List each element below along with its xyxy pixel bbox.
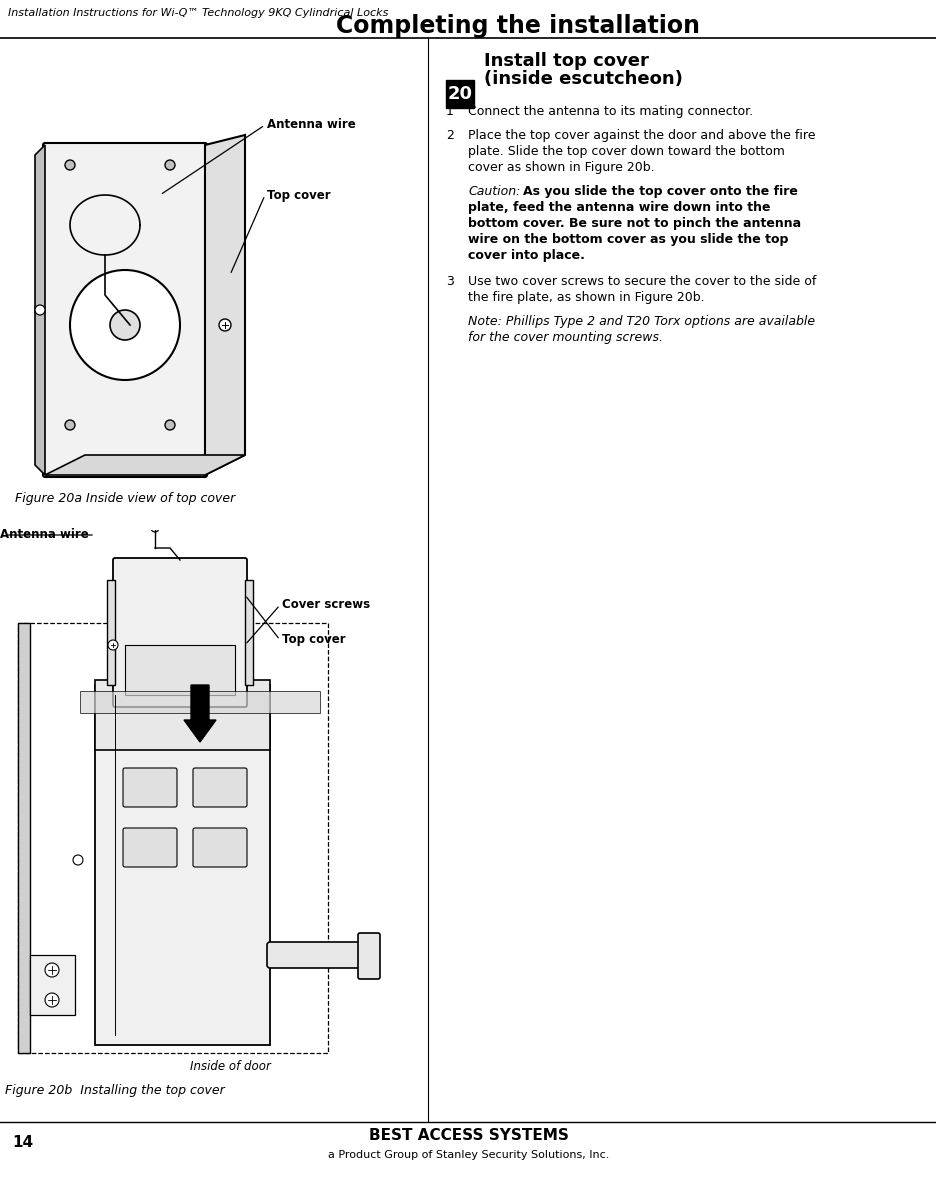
Text: Note: Phillips Type 2 and T20 Torx options are available: Note: Phillips Type 2 and T20 Torx optio… [467, 314, 814, 328]
Circle shape [73, 855, 83, 865]
Text: Figure 20a Inside view of top cover: Figure 20a Inside view of top cover [15, 492, 235, 505]
Text: Top cover: Top cover [282, 634, 345, 647]
FancyArrow shape [183, 685, 216, 742]
FancyBboxPatch shape [123, 768, 177, 807]
Text: Completing the installation: Completing the installation [336, 14, 700, 38]
FancyBboxPatch shape [123, 828, 177, 867]
Text: cover into place.: cover into place. [467, 249, 584, 262]
Text: Antenna wire: Antenna wire [267, 118, 356, 131]
Text: Install top cover: Install top cover [484, 52, 649, 70]
Text: 2: 2 [446, 129, 453, 142]
Circle shape [35, 305, 45, 314]
Bar [107, 580, 115, 685]
Bar [244, 580, 253, 685]
Text: plate. Slide the top cover down toward the bottom: plate. Slide the top cover down toward t… [467, 145, 784, 158]
Polygon shape [45, 455, 244, 475]
Text: wire on the bottom cover as you slide the top: wire on the bottom cover as you slide th… [467, 233, 787, 247]
Text: for the cover mounting screws.: for the cover mounting screws. [467, 331, 663, 344]
Bar [30, 955, 75, 1015]
Text: 3: 3 [446, 275, 453, 288]
Circle shape [165, 420, 175, 430]
Text: Inside of door: Inside of door [189, 1060, 271, 1073]
FancyBboxPatch shape [193, 768, 247, 807]
Text: plate, feed the antenna wire down into the: plate, feed the antenna wire down into t… [467, 201, 769, 214]
Text: Cover screws: Cover screws [282, 599, 370, 611]
Text: the fire plate, as shown in Figure 20b.: the fire plate, as shown in Figure 20b. [467, 291, 704, 304]
FancyBboxPatch shape [193, 828, 247, 867]
Text: 20: 20 [447, 85, 472, 102]
Circle shape [45, 993, 59, 1008]
FancyBboxPatch shape [43, 143, 207, 478]
Text: Antenna wire: Antenna wire [0, 529, 89, 542]
Circle shape [165, 160, 175, 170]
FancyBboxPatch shape [358, 933, 380, 979]
FancyBboxPatch shape [267, 942, 373, 968]
Text: Installation Instructions for Wi-Q™ Technology 9KQ Cylindrical Locks: Installation Instructions for Wi-Q™ Tech… [8, 8, 388, 18]
Text: BEST ACCESS SYSTEMS: BEST ACCESS SYSTEMS [368, 1128, 568, 1143]
Circle shape [70, 270, 180, 380]
Text: 14: 14 [12, 1135, 33, 1151]
Text: Use two cover screws to secure the cover to the side of: Use two cover screws to secure the cover… [467, 275, 815, 288]
Text: a Product Group of Stanley Security Solutions, Inc.: a Product Group of Stanley Security Solu… [328, 1151, 608, 1160]
Bar [95, 685, 270, 1045]
Bar [95, 680, 270, 750]
Text: Caution:: Caution: [467, 185, 519, 198]
Circle shape [129, 323, 137, 331]
Bar [80, 691, 320, 713]
Circle shape [108, 640, 118, 650]
Text: 1: 1 [446, 105, 453, 118]
Text: Top cover: Top cover [267, 188, 330, 201]
Circle shape [110, 310, 139, 339]
Bar [124, 646, 235, 696]
Circle shape [151, 524, 159, 532]
Bar [18, 623, 328, 1053]
Text: cover as shown in Figure 20b.: cover as shown in Figure 20b. [467, 161, 654, 174]
Text: (inside escutcheon): (inside escutcheon) [484, 70, 682, 88]
Text: As you slide the top cover onto the fire: As you slide the top cover onto the fire [522, 185, 797, 198]
Bar [18, 623, 30, 1053]
Circle shape [65, 420, 75, 430]
Bar [446, 80, 474, 108]
Text: bottom cover. Be sure not to pinch the antenna: bottom cover. Be sure not to pinch the a… [467, 217, 800, 230]
Text: Figure 20b  Installing the top cover: Figure 20b Installing the top cover [5, 1084, 225, 1097]
Circle shape [45, 964, 59, 977]
FancyBboxPatch shape [113, 559, 247, 707]
Text: Connect the antenna to its mating connector.: Connect the antenna to its mating connec… [467, 105, 753, 118]
Circle shape [65, 160, 75, 170]
Text: Place the top cover against the door and above the fire: Place the top cover against the door and… [467, 129, 814, 142]
Polygon shape [205, 135, 244, 475]
Polygon shape [35, 145, 45, 475]
Circle shape [219, 319, 231, 331]
